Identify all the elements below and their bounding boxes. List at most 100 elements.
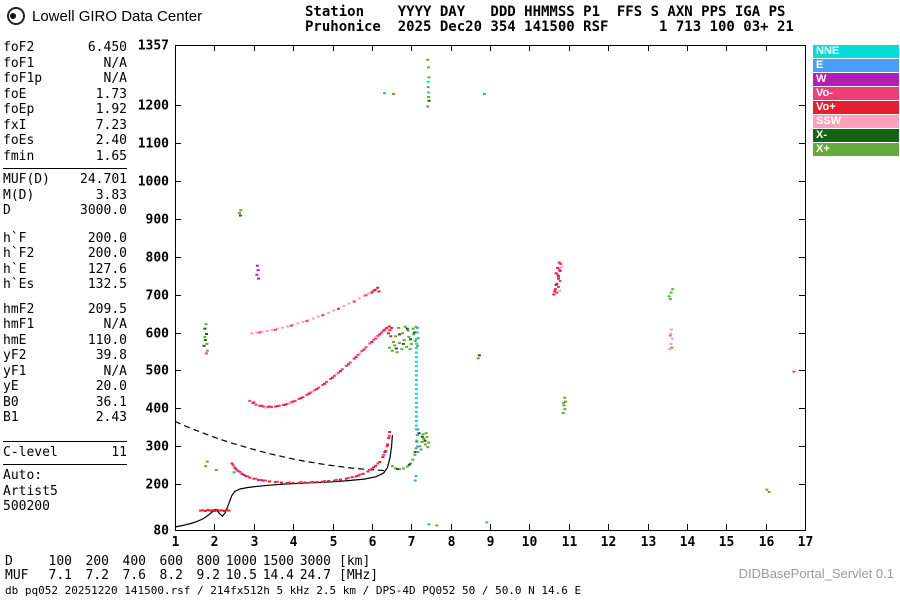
svg-text:2: 2 (211, 535, 219, 550)
param-row-fof2: foF2 6.450 (3, 40, 127, 56)
legend-item-nne: NNE (813, 45, 899, 58)
parameter-panel: foF2 6.450 foF1 N/A foF1p N/A foE 1.73 foEp 1.92 f… (3, 40, 127, 515)
status-line: db pq052 20251220 141500.rsf / 214fx512h… (5, 584, 582, 597)
footer-cell: 600 (159, 554, 183, 569)
param-row-fmin: fmin 1.65 (3, 149, 127, 165)
legend-item-x-plus: X+ (813, 143, 899, 156)
param-row-hmf1: hmF1 N/A (3, 317, 127, 333)
svg-text:400: 400 (146, 402, 170, 417)
legend-item-w: W (813, 73, 899, 86)
param-row-foe: foE 1.73 (3, 87, 127, 103)
svg-text:300: 300 (146, 440, 170, 455)
profile-line (174, 435, 393, 528)
param-value: 2.43 (95, 410, 127, 425)
series-f1-o-trace-red (230, 431, 392, 484)
param-row-b0: B0 36.1 (3, 395, 127, 411)
param-label: yF2 (3, 348, 27, 363)
series-f2hop-red (252, 325, 394, 408)
svg-text:900: 900 (146, 213, 170, 228)
svg-text:16: 16 (759, 535, 775, 550)
svg-text:1200: 1200 (138, 99, 169, 114)
param-value: 7.23 (95, 117, 127, 133)
series-f3hop-pink (258, 289, 376, 334)
footer-cell: 7.6 (122, 568, 146, 583)
param-label: hmE (3, 332, 27, 348)
param-value: 200.0 (87, 246, 127, 261)
series-f3hop-red-cusp (370, 286, 381, 294)
param-row-foep: foEp 1.92 (3, 102, 127, 118)
param-value: 3000.0 (80, 203, 127, 218)
footer-cell: 800 (196, 554, 220, 569)
panel-divider (3, 440, 127, 442)
footer-cell: 9.2 (196, 568, 220, 583)
footer-row-label: MUF (5, 568, 29, 583)
giro-logo-icon (7, 7, 25, 25)
param-value: 132.5 (87, 277, 127, 292)
footer-cell: 7.2 (85, 568, 109, 583)
param-row-d: D 3000.0 (3, 203, 127, 219)
param-row-foes: foEs 2.40 (3, 133, 127, 149)
series-f1-x-trace-darkgreen (396, 432, 427, 470)
panel-divider (3, 168, 127, 169)
series-f2hop-x-green (388, 325, 420, 354)
param-value: N/A (103, 317, 127, 332)
param-value: N/A (103, 55, 127, 71)
footer-cell: 8.2 (159, 568, 183, 583)
param-value: 1.65 (95, 148, 127, 164)
param-value: N/A (103, 71, 127, 86)
distance-row: D 100 200 400 600 800 1000 1500 3000 [km] (5, 554, 370, 569)
param-row-muf-d: MUF(D) 24.701 (3, 172, 127, 188)
series-f2hop-pink (248, 328, 387, 408)
param-label: foE (3, 86, 27, 102)
param-group-peak-heights: hmF2 209.5 hmF1 N/A hmE 110.0 yF2 39.8 yF1 N/A yE 2… (3, 302, 127, 426)
series-multihop-10mhz-purple (554, 270, 562, 286)
footer-cell: 10.5 (225, 568, 257, 583)
svg-text:1357: 1357 (138, 39, 169, 54)
svg-text:800: 800 (146, 251, 170, 266)
param-value: 110.0 (87, 332, 127, 348)
series-es-trace (199, 508, 231, 512)
param-label: h`F2 (3, 246, 35, 261)
series-topside-specks-green (392, 58, 431, 108)
svg-text:15: 15 (719, 535, 735, 550)
svg-text:5: 5 (330, 535, 338, 550)
series-echo-13p6-green (667, 288, 675, 349)
series-spread-f-cyan (414, 338, 418, 427)
series-f1-o-trace-purple (234, 451, 387, 482)
svg-text:17: 17 (798, 535, 814, 550)
series-echo-13p6-pink (668, 328, 674, 351)
series-noise-blue (383, 92, 489, 526)
series-echo-10p9-green (561, 396, 568, 414)
series-f1-o-trace-pink (231, 434, 391, 484)
y-axis-labels: 80 200 300 400 500 600 700 800 900 1000 1100 1200 13… (138, 39, 169, 539)
svg-text:8: 8 (448, 535, 456, 550)
param-value: 1.92 (95, 102, 127, 117)
series-multihop-10mhz-red (552, 261, 561, 296)
param-label: foEp (3, 102, 35, 117)
station-header: Station YYYY DAY DDD HHMMSS P1 FFS S AXN… (305, 5, 794, 35)
svg-text:1000: 1000 (138, 175, 169, 190)
station-header-line1: Station YYYY DAY DDD HHMMSS P1 FFS S AXN… (305, 4, 786, 20)
svg-text:1: 1 (172, 535, 180, 550)
page-title: Lowell GIRO Data Center (32, 7, 203, 25)
axis-ticks (175, 45, 806, 531)
station-header-line2: Pruhonice 2025 Dec20 354 141500 RSF 1 71… (305, 19, 794, 35)
auto-program: Artist5 (3, 483, 58, 499)
series-f3hop-ssw (250, 287, 379, 335)
param-label: foF1 (3, 55, 35, 71)
param-label: MUF(D) (3, 172, 50, 187)
brand: Lowell GIRO Data Center (6, 6, 202, 26)
param-value: 200.0 (87, 230, 127, 246)
param-group-virtual-heights: h`F 200.0 h`F2 200.0 h`E 127.6 h`Es 132.5 (3, 231, 127, 293)
param-value: 20.0 (95, 379, 127, 394)
legend-item-ssw: SSW (813, 115, 899, 128)
panel-divider (3, 464, 127, 465)
svg-text:80: 80 (153, 524, 169, 539)
param-row-h-es: h`Es 132.5 (3, 277, 127, 293)
svg-text:3: 3 (251, 535, 259, 550)
svg-text:11: 11 (562, 535, 578, 550)
param-label: hmF1 (3, 317, 35, 332)
param-row-h-f2: h`F2 200.0 (3, 246, 127, 262)
param-value: 2.40 (95, 133, 127, 148)
